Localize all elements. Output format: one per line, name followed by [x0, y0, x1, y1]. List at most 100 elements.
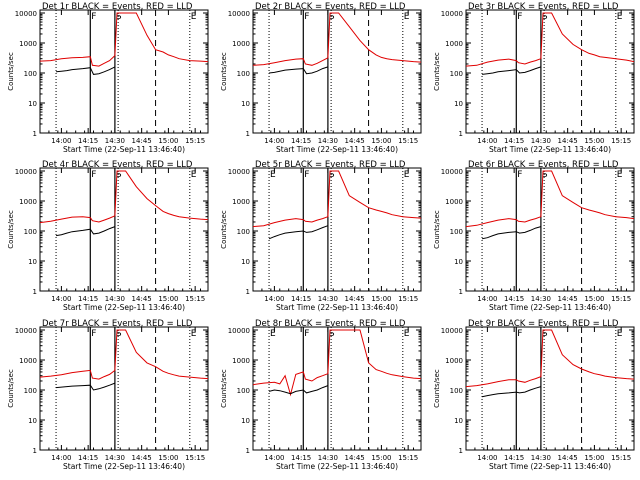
x-tick-label: 14:00	[477, 295, 497, 303]
marker-letter: S	[329, 329, 335, 339]
series-line-lld	[40, 12, 208, 67]
y-tick-label: 10000	[441, 168, 463, 176]
x-tick-label: 15:00	[584, 454, 604, 462]
y-tick-label: 100	[237, 228, 250, 236]
x-tick-label: 14:30	[531, 137, 551, 145]
x-tick-label: 14:15	[291, 454, 311, 462]
plot-frame	[252, 9, 422, 134]
series-line-events	[56, 382, 116, 391]
x-axis-label: Start Time (22-Sep-11 13:46:40)	[276, 462, 398, 471]
marker-letter: S	[116, 170, 122, 180]
x-tick-label: 15:15	[185, 295, 205, 303]
plot-panel-3: Det 3r BLACK = Events, RED = LLD 1 10 100 10…	[433, 2, 635, 154]
y-tick-label: 1	[33, 447, 37, 455]
y-tick-label: 10	[241, 258, 250, 266]
plot-title: Det 4r BLACK = Events, RED = LLD	[42, 160, 193, 170]
x-tick-label: 15:15	[398, 295, 418, 303]
x-tick-label: 15:15	[611, 454, 631, 462]
x-tick-label: 15:15	[185, 454, 205, 462]
series-group	[253, 12, 421, 75]
x-tick-label: 14:15	[78, 454, 98, 462]
series-group	[466, 12, 634, 75]
series-line-events	[56, 66, 116, 75]
plot-panel-7: Det 7r BLACK = Events, RED = LLD 1 10 100 10…	[7, 319, 209, 471]
plot-panel-5: Det 5r BLACK = Events, RED = LLD 1 10 100 10…	[220, 160, 422, 312]
y-tick-label: 10000	[15, 327, 37, 335]
y-tick-label: 1	[246, 447, 250, 455]
x-tick-label: 14:30	[318, 295, 338, 303]
x-tick-label: 14:45	[345, 137, 365, 145]
marker-letter: F	[517, 329, 522, 339]
x-tick-label: 15:00	[158, 137, 178, 145]
y-tick-label: 1	[459, 288, 463, 296]
y-tick-label: 1	[246, 130, 250, 138]
x-tick-label: 15:00	[584, 137, 604, 145]
y-tick-label: 1000	[445, 40, 463, 48]
marker-letter: E	[191, 329, 197, 339]
marker-letter: S	[116, 329, 122, 339]
marker-letter: S	[542, 329, 548, 339]
series-group	[466, 329, 634, 398]
x-tick-label: 14:45	[558, 295, 578, 303]
marker-letter: E	[270, 170, 276, 180]
marker-letter: E	[404, 170, 410, 180]
series-line-lld	[253, 329, 421, 397]
series-line-events	[269, 66, 329, 75]
marker-letter: E	[191, 170, 197, 180]
x-tick-label: 14:15	[504, 295, 524, 303]
marker-letter: F	[304, 12, 309, 22]
x-axis-label: Start Time (22-Sep-11 13:46:40)	[63, 145, 185, 154]
y-tick-label: 100	[450, 387, 463, 395]
marker-lines	[268, 168, 404, 291]
plot-panel-8: Det 8r BLACK = Events, RED = LLD 1 10 100 10…	[220, 319, 422, 471]
y-tick-label: 100	[24, 387, 37, 395]
x-axis-label: Start Time (22-Sep-11 13:46:40)	[63, 462, 185, 471]
x-tick-label: 14:45	[345, 295, 365, 303]
series-line-lld	[466, 329, 634, 388]
x-tick-label: 14:30	[531, 295, 551, 303]
x-tick-label: 14:45	[132, 137, 152, 145]
marker-letter: E	[617, 329, 623, 339]
x-tick-label: 14:45	[345, 454, 365, 462]
y-tick-label: 10000	[228, 168, 250, 176]
y-tick-label: 10	[28, 100, 37, 108]
plot-title: Det 6r BLACK = Events, RED = LLD	[468, 160, 619, 170]
x-tick-label: 14:30	[318, 137, 338, 145]
marker-lines	[268, 327, 404, 450]
x-tick-label: 14:15	[504, 137, 524, 145]
series-group	[253, 170, 421, 240]
series-group	[253, 329, 421, 397]
marker-letter: F	[91, 12, 96, 22]
y-axis-label: Counts/sec	[7, 52, 15, 91]
x-tick-label: 14:00	[264, 137, 284, 145]
x-tick-label: 14:00	[264, 454, 284, 462]
y-tick-label: 10000	[441, 10, 463, 18]
y-tick-label: 1	[33, 288, 37, 296]
series-group	[40, 329, 208, 391]
x-tick-label: 14:45	[558, 454, 578, 462]
x-tick-label: 14:00	[51, 295, 71, 303]
y-tick-label: 10	[28, 258, 37, 266]
y-tick-label: 100	[24, 228, 37, 236]
x-tick-label: 14:15	[291, 137, 311, 145]
marker-letter: F	[517, 170, 522, 180]
y-tick-label: 10	[28, 417, 37, 425]
y-tick-label: 10	[454, 258, 463, 266]
series-line-lld	[466, 170, 634, 228]
marker-letter: E	[617, 170, 623, 180]
x-tick-label: 14:30	[105, 295, 125, 303]
series-line-events	[268, 385, 329, 395]
marker-letter: E	[404, 329, 410, 339]
series-line-events	[268, 225, 329, 240]
marker-letter: E	[270, 329, 276, 339]
x-tick-label: 14:00	[51, 454, 71, 462]
marker-letter: S	[329, 12, 335, 22]
y-tick-label: 100	[450, 70, 463, 78]
y-axis-label: Counts/sec	[433, 210, 441, 249]
x-tick-label: 14:00	[51, 137, 71, 145]
x-tick-label: 14:15	[504, 454, 524, 462]
y-tick-label: 1000	[445, 198, 463, 206]
plot-panel-2: Det 2r BLACK = Events, RED = LLD 1 10 100 10…	[220, 2, 422, 154]
x-tick-label: 14:00	[477, 137, 497, 145]
